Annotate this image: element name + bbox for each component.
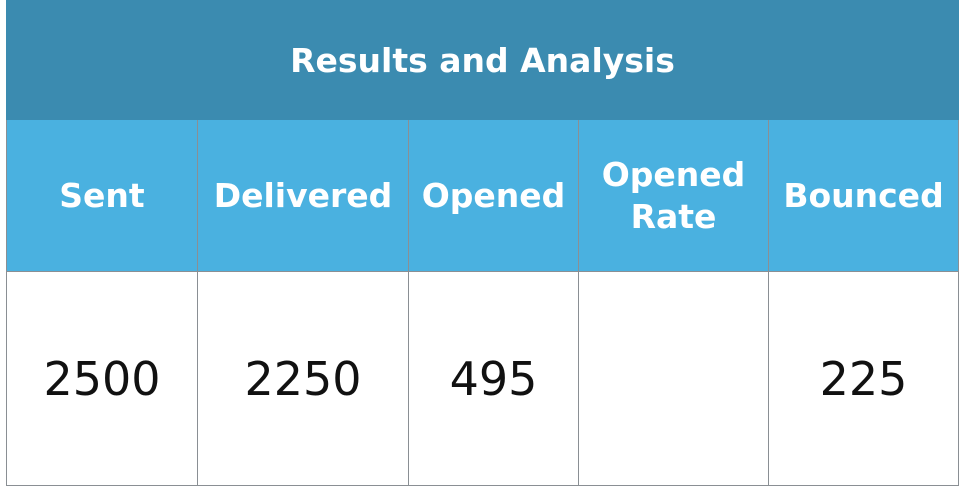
column-header: Delivered <box>197 119 409 272</box>
table-title: Results and Analysis <box>5 0 960 120</box>
title-row: Results and Analysis <box>5 0 960 120</box>
data-cell: 2250 <box>197 271 409 486</box>
column-header: Opened Rate <box>578 119 769 272</box>
data-cell: 225 <box>767 271 960 486</box>
data-row: 2500 2250 495 225 <box>6 271 960 486</box>
header-row: Sent Delivered Opened Opened Rate Bounced <box>6 119 960 272</box>
table-body: 2500 2250 495 225 <box>6 271 960 486</box>
column-header: Opened <box>408 119 579 272</box>
data-cell: 495 <box>408 271 579 486</box>
results-table: Results and Analysis Sent Delivered Opened… <box>5 0 960 486</box>
column-header: Sent <box>6 119 198 272</box>
data-cell: 2500 <box>6 271 198 486</box>
data-cell <box>578 271 769 486</box>
column-header: Bounced <box>767 119 960 272</box>
results-table-panel: Results and Analysis Sent Delivered Opened… <box>5 0 960 486</box>
